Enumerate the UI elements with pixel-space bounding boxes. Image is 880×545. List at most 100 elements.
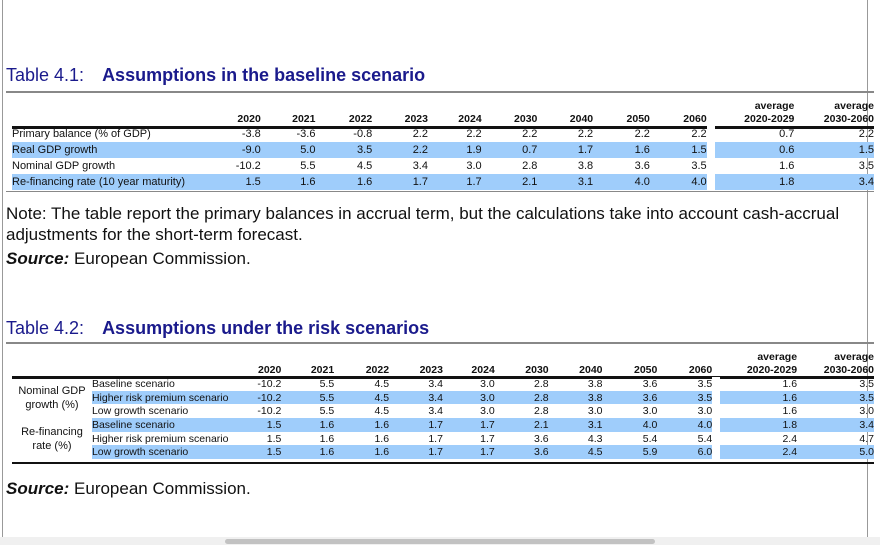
note-text: Note: The table report the primary balan…	[6, 204, 840, 244]
cell: 1.7	[442, 445, 495, 460]
cell: -10.2	[257, 377, 282, 390]
source-value: European Commission.	[69, 479, 251, 498]
cell: 1.6	[319, 432, 335, 445]
avg-cell: 1.8	[714, 174, 795, 190]
row-label: Nominal GDP growth	[12, 160, 116, 172]
cell: 5.5	[300, 160, 316, 172]
column-header: 2024	[471, 364, 495, 376]
source-value: European Commission.	[69, 249, 251, 268]
table1-name: Assumptions in the baseline scenario	[102, 65, 426, 85]
cell: 1.6	[334, 445, 390, 460]
table-row: Low growth scenario -10.2 5.5 4.5 3.4 3.0 2.8 3…	[12, 404, 874, 419]
cell: 3.0	[466, 160, 482, 172]
row-label: Low growth scenario	[91, 445, 229, 460]
cell: 5.5	[319, 377, 335, 390]
cell: 2.2	[466, 128, 482, 140]
avg-cell: 5.0	[797, 445, 874, 460]
cell: 3.5	[315, 142, 373, 158]
avg-cell: 2.2	[858, 128, 874, 140]
group-label: Re-financing rate (%)	[21, 425, 83, 452]
cell: 3.0	[697, 405, 713, 418]
cell: 1.7	[389, 445, 443, 460]
avg-column-header: average 2030-2060	[823, 100, 874, 125]
avg-cell: 2.4	[782, 432, 798, 445]
table-row: Re-financing rate (10 year maturity) 1.5 1…	[12, 174, 874, 190]
cell: 2.2	[691, 128, 707, 140]
column-header: 2021	[292, 113, 316, 125]
table1-header-rule	[12, 126, 874, 129]
cell: 1.7	[428, 432, 443, 445]
cell: 3.8	[548, 390, 603, 405]
cell: 3.6	[642, 377, 658, 390]
cell: 2.2	[577, 128, 594, 140]
cell: 3.4	[428, 405, 443, 418]
table2-top-rule	[6, 342, 874, 344]
cell: 3.4	[389, 390, 443, 405]
cell: 3.4	[428, 377, 443, 390]
avg-cell: 1.5	[794, 142, 874, 158]
table2-source: Source: European Commission.	[6, 478, 251, 499]
cell: 4.5	[334, 390, 390, 405]
cell: 1.5	[228, 445, 282, 460]
scrollbar-thumb[interactable]	[225, 539, 655, 544]
cell: -0.8	[353, 128, 373, 140]
cell: 1.6	[281, 418, 335, 432]
cell: 3.0	[480, 405, 495, 418]
avg-cell: 1.6	[782, 377, 798, 390]
cell: 1.6	[281, 445, 335, 460]
table-row: Primary balance (% of GDP) -3.8 -3.6 -0.8 2.…	[12, 126, 874, 142]
table2-number: Table 4.2:	[6, 318, 85, 338]
column-header: 2020	[257, 364, 282, 376]
table-row: Low growth scenario 1.5 1.6 1.6 1.7 1.7 3.6 4.5…	[12, 445, 874, 460]
column-header: 2022	[348, 113, 373, 125]
table2-bottom-rule	[12, 462, 874, 464]
cell: 2.2	[522, 128, 538, 140]
table2-header-rule	[12, 376, 874, 379]
avg-cell: 1.6	[779, 160, 795, 172]
avg-column-header: average 2020-2029	[744, 100, 795, 125]
column-header: 2060	[688, 364, 713, 376]
cell: 2.1	[494, 418, 549, 432]
column-header: 2020	[237, 113, 261, 125]
cell: 2.8	[534, 405, 549, 418]
avg-cell: 1.6	[720, 390, 798, 405]
cell: 1.7	[372, 174, 428, 190]
cell: 1.5	[266, 432, 282, 445]
cell: 5.4	[697, 432, 713, 445]
cell: -10.2	[235, 160, 261, 172]
avg-cell: 3.4	[797, 418, 874, 432]
row-label: Primary balance (% of GDP)	[12, 128, 151, 140]
cell: 1.6	[374, 432, 390, 445]
column-header: 2040	[579, 364, 603, 376]
avg-cell: 1.8	[720, 418, 798, 432]
cell: 1.7	[389, 418, 443, 432]
table-row: Higher risk premium scenario -10.2 5.5 4.5 3…	[12, 390, 874, 405]
cell: 4.5	[374, 405, 390, 418]
cell: 3.0	[587, 405, 603, 418]
table2: 2020 2021 2022 2023 2024 2030 2040 2050 2060 aver…	[12, 346, 874, 460]
row-label: Re-financing rate (10 year maturity)	[12, 174, 207, 190]
source-label: Source:	[6, 249, 70, 268]
cell: -10.2	[257, 405, 282, 418]
column-header: 2030	[514, 113, 538, 125]
row-label: Low growth scenario	[91, 405, 189, 418]
avg-cell: 3.5	[797, 390, 874, 405]
table-row: Re-financing rate (%) Baseline scenario 1.5…	[12, 418, 874, 452]
avg-column-header: average 2030-2060	[823, 351, 874, 376]
cell: 4.5	[374, 377, 390, 390]
table1-bottom-rule	[6, 191, 874, 192]
cell: 3.6	[494, 445, 549, 460]
cell: 6.0	[657, 445, 713, 460]
avg-cell: 4.7	[859, 432, 874, 445]
cell: 2.8	[494, 390, 549, 405]
cell: 1.6	[315, 174, 373, 190]
cell: 1.7	[537, 142, 594, 158]
group-label: Nominal GDP growth (%)	[18, 384, 86, 411]
cell: 2.1	[481, 174, 538, 190]
cell: 5.0	[260, 142, 316, 158]
avg-cell: 3.4	[794, 174, 874, 190]
table-row: Higher risk premium scenario 1.5 1.6 1.6 1.7…	[12, 431, 874, 446]
cell: 3.5	[697, 377, 713, 390]
row-label: Higher risk premium scenario	[91, 390, 229, 405]
column-header: 2022	[365, 364, 390, 376]
